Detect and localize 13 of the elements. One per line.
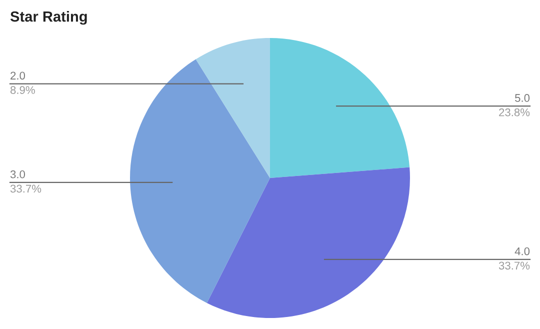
data-label: 8.9% [10,86,35,94]
slice-label: 5.0 [515,94,530,102]
pie-slice [196,38,270,178]
pie-slice [206,167,410,318]
chart-title: Star Rating [10,11,87,25]
slice-label: 3.0 [10,170,26,178]
slice-label: 4.0 [514,247,530,256]
pie-slice [270,38,410,178]
data-label: 33.7% [10,184,42,193]
slice-label: 2.0 [10,72,26,80]
data-label: 33.7% [498,262,530,270]
pie-slice [130,59,270,303]
data-label: 23.8% [499,108,530,116]
